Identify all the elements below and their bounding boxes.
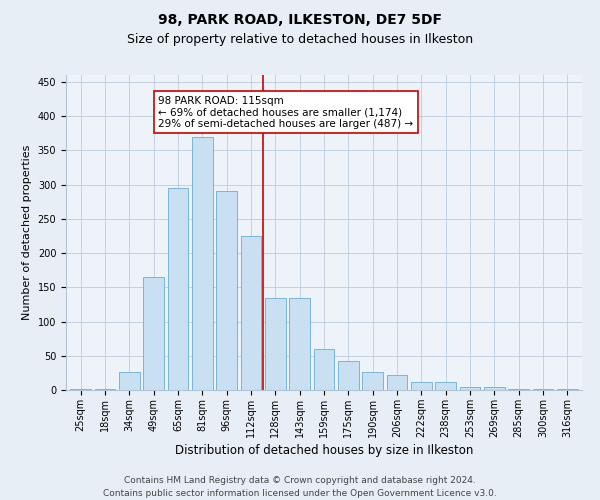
Bar bbox=[216, 192, 237, 390]
Bar bbox=[411, 382, 432, 390]
Bar bbox=[143, 277, 164, 390]
Bar bbox=[508, 388, 529, 390]
Text: 98, PARK ROAD, ILKESTON, DE7 5DF: 98, PARK ROAD, ILKESTON, DE7 5DF bbox=[158, 12, 442, 26]
Bar bbox=[362, 372, 383, 390]
Y-axis label: Number of detached properties: Number of detached properties bbox=[22, 145, 32, 320]
Bar bbox=[241, 236, 262, 390]
Bar bbox=[265, 298, 286, 390]
Bar bbox=[338, 361, 359, 390]
Bar bbox=[386, 375, 407, 390]
Bar bbox=[289, 298, 310, 390]
Bar bbox=[167, 188, 188, 390]
Bar bbox=[119, 372, 140, 390]
X-axis label: Distribution of detached houses by size in Ilkeston: Distribution of detached houses by size … bbox=[175, 444, 473, 457]
Bar bbox=[314, 349, 334, 390]
Text: Size of property relative to detached houses in Ilkeston: Size of property relative to detached ho… bbox=[127, 32, 473, 46]
Bar bbox=[533, 388, 553, 390]
Text: Contains HM Land Registry data © Crown copyright and database right 2024.
Contai: Contains HM Land Registry data © Crown c… bbox=[103, 476, 497, 498]
Bar bbox=[484, 386, 505, 390]
Bar bbox=[436, 382, 456, 390]
Bar bbox=[95, 388, 115, 390]
Bar bbox=[460, 386, 481, 390]
Text: 98 PARK ROAD: 115sqm
← 69% of detached houses are smaller (1,174)
29% of semi-de: 98 PARK ROAD: 115sqm ← 69% of detached h… bbox=[158, 96, 413, 128]
Bar bbox=[557, 388, 578, 390]
Bar bbox=[192, 136, 212, 390]
Bar bbox=[70, 388, 91, 390]
